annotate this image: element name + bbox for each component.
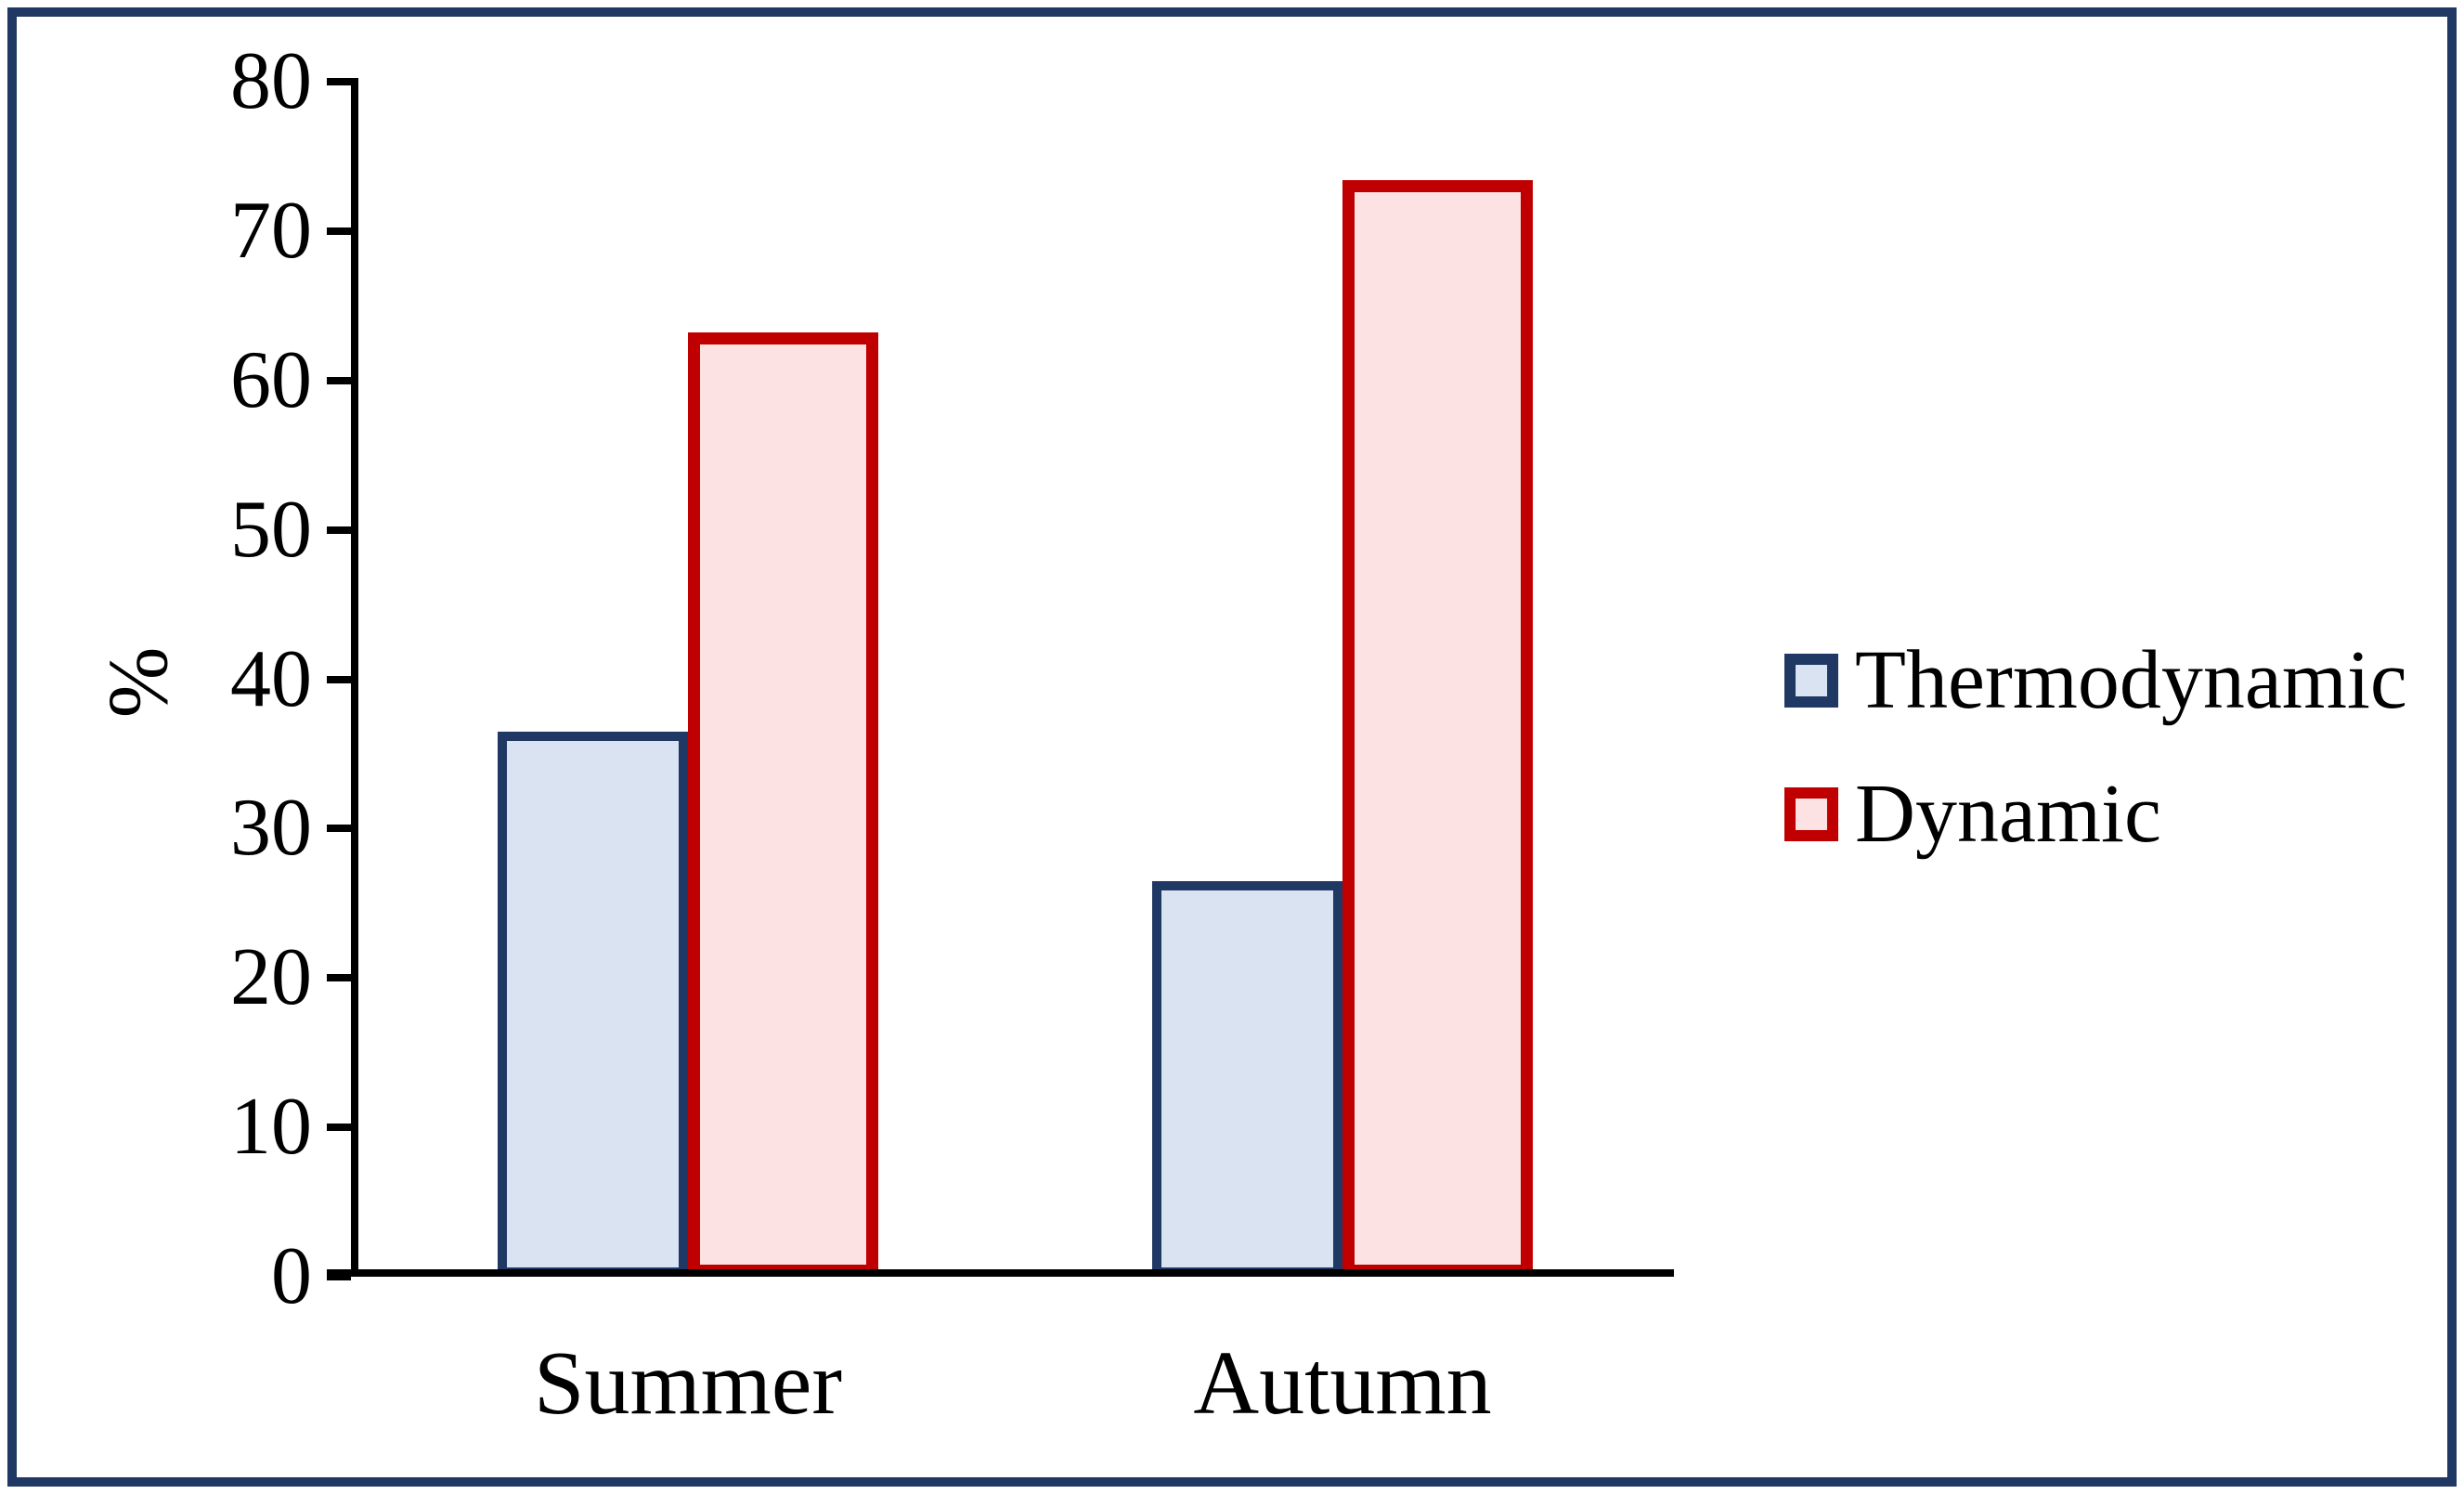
bar-summer-dynamic: [688, 332, 878, 1277]
y-tick-60: [327, 376, 351, 384]
y-tick-10: [327, 1124, 351, 1132]
legend-label-dynamic: Dynamic: [1855, 768, 2161, 860]
x-axis-line: [327, 1269, 1674, 1277]
y-tick-30: [327, 825, 351, 833]
y-tick-40: [327, 675, 351, 683]
bar-autumn-thermodynamic: [1152, 880, 1342, 1277]
y-tick-label-10: 10: [230, 1082, 312, 1173]
y-tick-20: [327, 974, 351, 982]
y-axis-line: [351, 78, 358, 1277]
legend-label-thermodynamic: Thermodynamic: [1855, 634, 2407, 726]
category-label-autumn: Autumn: [1193, 1333, 1492, 1434]
y-tick-80: [327, 78, 351, 85]
bar-autumn-dynamic: [1342, 180, 1533, 1277]
y-tick-70: [327, 227, 351, 235]
y-tick-label-60: 60: [230, 334, 312, 425]
y-tick-label-40: 40: [230, 633, 312, 724]
legend-item-dynamic: Dynamic: [1784, 760, 2161, 868]
y-tick-label-70: 70: [230, 185, 312, 276]
y-tick-label-80: 80: [230, 36, 312, 126]
legend-marker-thermodynamic-icon: [1784, 654, 1838, 708]
y-axis-title: %: [92, 646, 187, 719]
y-tick-label-50: 50: [230, 484, 312, 575]
bar-summer-thermodynamic: [498, 731, 688, 1277]
y-tick-50: [327, 526, 351, 534]
y-tick-0: [327, 1273, 351, 1280]
category-label-summer: Summer: [533, 1333, 843, 1434]
y-tick-label-30: 30: [230, 783, 312, 874]
legend-item-thermodynamic: Thermodynamic: [1784, 627, 2407, 734]
y-tick-label-20: 20: [230, 932, 312, 1023]
legend-marker-dynamic-icon: [1784, 787, 1838, 841]
y-tick-label-0: 0: [271, 1231, 312, 1321]
